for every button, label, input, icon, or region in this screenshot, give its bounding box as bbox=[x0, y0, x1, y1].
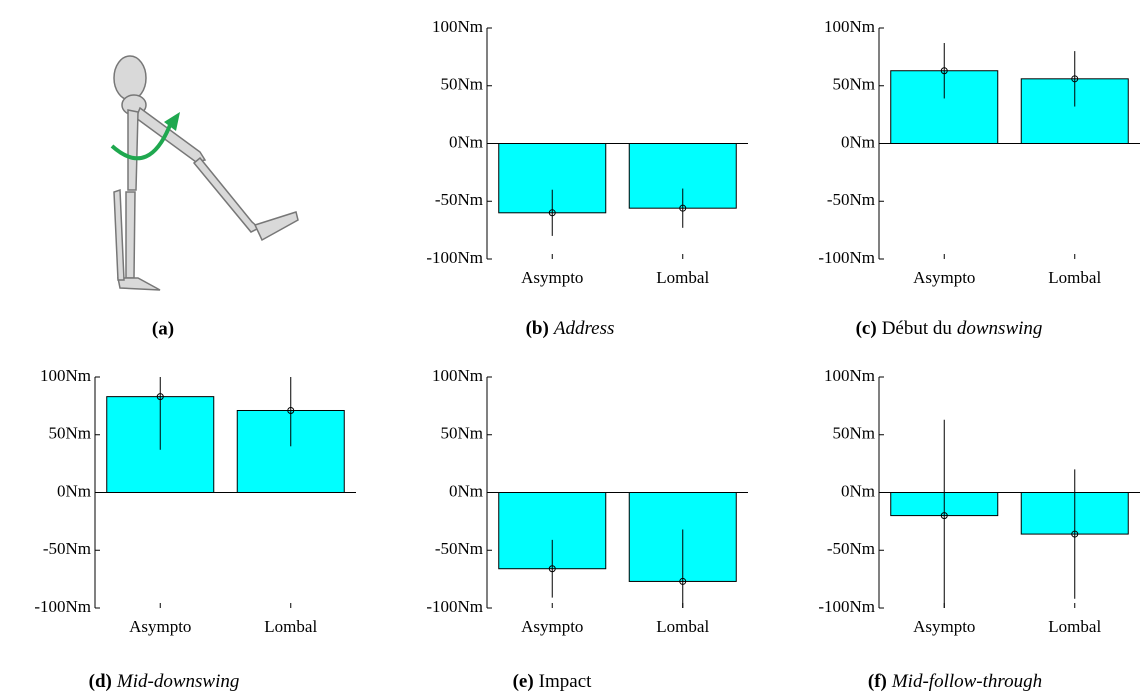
rotation-arrow bbox=[110, 119, 174, 161]
y-tick-label: 100Nm bbox=[824, 366, 875, 385]
plot-area bbox=[890, 43, 1129, 144]
mean-marker bbox=[679, 204, 687, 212]
x-tick-label: Lombal bbox=[1048, 268, 1101, 287]
x-tick-label: Asympto bbox=[913, 268, 975, 287]
y-tick-label: 50Nm bbox=[49, 424, 92, 443]
y-tick-label: 50Nm bbox=[833, 75, 876, 94]
y-tick-label: -50Nm bbox=[435, 190, 483, 209]
plot-area bbox=[890, 419, 1129, 608]
skeleton-illustration bbox=[113, 55, 299, 291]
arrow-head bbox=[164, 112, 180, 131]
caption-part: (e) bbox=[513, 671, 534, 692]
caption-part: (f) bbox=[868, 671, 887, 692]
y-tick-label: -100Nm bbox=[426, 248, 483, 267]
caption-part: Impact bbox=[539, 671, 592, 692]
x-tick-label: Lombal bbox=[656, 617, 709, 636]
y-tick-label: 100Nm bbox=[824, 17, 875, 36]
mean-marker bbox=[1071, 75, 1079, 83]
caption-part: Début du bbox=[882, 318, 953, 339]
y-tick-label: -100Nm bbox=[818, 597, 875, 616]
y-tick-label: -100Nm bbox=[34, 597, 91, 616]
caption-part: (d) bbox=[89, 671, 112, 692]
mean-marker bbox=[287, 406, 295, 414]
caption: (b) Address bbox=[526, 318, 615, 339]
caption-part: downswing bbox=[957, 318, 1043, 339]
mean-marker bbox=[156, 393, 164, 401]
y-tick-label: 0Nm bbox=[449, 481, 483, 500]
plot-area bbox=[106, 377, 345, 494]
y-tick-label: 0Nm bbox=[57, 481, 91, 500]
x-tick-label: Lombal bbox=[264, 617, 317, 636]
x-tick-label: Lombal bbox=[656, 268, 709, 287]
caption-part: (b) bbox=[526, 318, 549, 339]
caption-part: Mid-downswing bbox=[116, 671, 239, 692]
mean-marker bbox=[548, 209, 556, 217]
caption: (f) Mid-follow-through bbox=[868, 671, 1042, 692]
y-tick-label: 0Nm bbox=[449, 132, 483, 151]
y-tick-label: 100Nm bbox=[432, 17, 483, 36]
plot-area bbox=[498, 143, 737, 236]
caption: (d) Mid-downswing bbox=[89, 671, 240, 692]
y-tick-label: -50Nm bbox=[827, 539, 875, 558]
caption-part: Address bbox=[552, 318, 615, 339]
y-tick-label: -50Nm bbox=[435, 539, 483, 558]
plot-area bbox=[498, 492, 737, 608]
mean-marker bbox=[548, 565, 556, 573]
y-tick-label: -100Nm bbox=[818, 248, 875, 267]
caption: (c) Début du downswing bbox=[856, 318, 1043, 339]
y-tick-label: -50Nm bbox=[43, 539, 91, 558]
caption: (a) bbox=[152, 318, 174, 339]
y-tick-label: 50Nm bbox=[833, 424, 876, 443]
y-tick-label: 100Nm bbox=[40, 366, 91, 385]
caption-part: (c) bbox=[856, 318, 877, 339]
y-tick-label: 50Nm bbox=[441, 424, 484, 443]
x-tick-label: Asympto bbox=[913, 617, 975, 636]
y-tick-label: 100Nm bbox=[432, 366, 483, 385]
caption-part: Mid-follow-through bbox=[891, 671, 1042, 692]
y-tick-label: -50Nm bbox=[827, 190, 875, 209]
x-tick-label: Lombal bbox=[1048, 617, 1101, 636]
x-tick-label: Asympto bbox=[521, 268, 583, 287]
y-tick-label: 0Nm bbox=[841, 132, 875, 151]
mean-marker bbox=[940, 67, 948, 75]
x-tick-label: Asympto bbox=[521, 617, 583, 636]
y-tick-label: 0Nm bbox=[841, 481, 875, 500]
mean-marker bbox=[1071, 530, 1079, 538]
mean-marker bbox=[940, 512, 948, 520]
x-tick-label: Asympto bbox=[129, 617, 191, 636]
y-tick-label: 50Nm bbox=[441, 75, 484, 94]
mean-marker bbox=[679, 577, 687, 585]
y-tick-label: -100Nm bbox=[426, 597, 483, 616]
caption: (e) Impact bbox=[513, 671, 593, 692]
